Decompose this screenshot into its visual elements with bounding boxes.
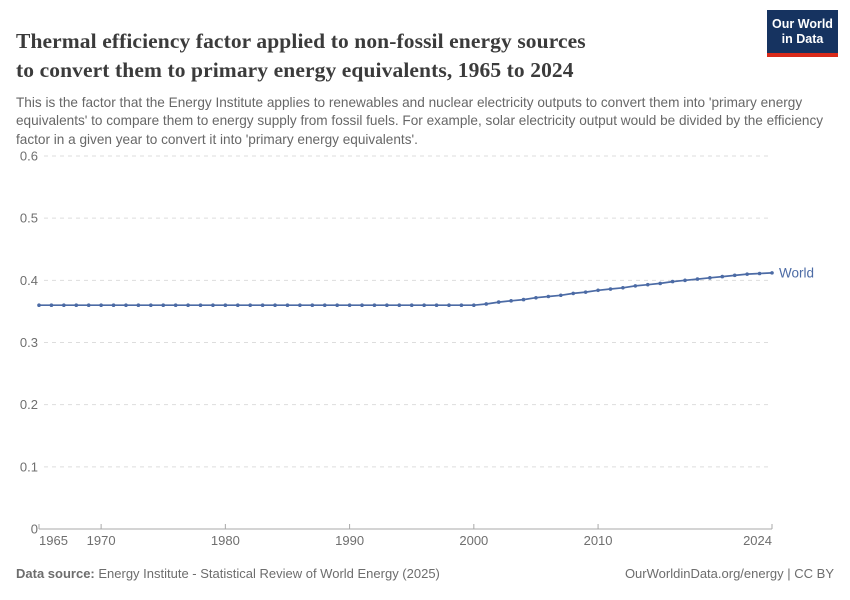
data-point[interactable] — [74, 303, 79, 307]
data-point[interactable] — [521, 297, 526, 302]
y-tick-label: 0.5 — [20, 211, 38, 226]
data-source-label: Data source: — [16, 566, 95, 581]
data-point[interactable] — [186, 303, 190, 307]
data-point[interactable] — [235, 303, 240, 307]
x-tick-label: 2010 — [584, 533, 613, 548]
data-point[interactable] — [645, 282, 650, 287]
data-point[interactable] — [161, 303, 166, 307]
x-tick-label: 2024 — [743, 533, 772, 548]
data-point[interactable] — [62, 303, 66, 307]
y-tick-label: 0.1 — [20, 459, 38, 474]
data-point[interactable] — [534, 295, 538, 300]
x-tick-label: 1990 — [335, 533, 364, 548]
data-point[interactable] — [496, 300, 501, 304]
data-point[interactable] — [596, 288, 600, 293]
data-point[interactable] — [695, 277, 700, 281]
data-point[interactable] — [372, 303, 377, 307]
data-point[interactable] — [670, 279, 675, 284]
data-point[interactable] — [571, 291, 576, 296]
data-point[interactable] — [459, 303, 464, 307]
owid-logo-line1: Our World — [772, 17, 833, 31]
attribution-link[interactable]: OurWorldinData.org/energy | CC BY — [624, 566, 834, 581]
data-point[interactable] — [136, 303, 141, 307]
data-point[interactable] — [260, 303, 265, 307]
data-source: Data source: Energy Institute - Statisti… — [16, 566, 440, 581]
y-tick-label: 0.3 — [20, 335, 38, 350]
data-point[interactable] — [708, 276, 712, 280]
data-point[interactable] — [99, 303, 103, 307]
y-tick-label: 0.4 — [20, 273, 38, 288]
data-point[interactable] — [285, 303, 290, 307]
x-tick-label: 2000 — [459, 533, 488, 548]
data-point[interactable] — [621, 285, 625, 290]
data-point[interactable] — [484, 302, 489, 306]
data-point[interactable] — [558, 293, 563, 298]
x-axis-labels: 1965 1970 1980 1990 2000 2010 2024 — [39, 533, 772, 548]
data-point[interactable] — [248, 303, 253, 307]
y-axis-labels: 0 0.1 0.2 0.3 0.4 0.5 0.6 — [20, 149, 38, 537]
data-point[interactable] — [124, 303, 128, 307]
chart-area: 0 0.1 0.2 0.3 0.4 0.5 0.6 1965 1970 1980 1990 2000 2… — [0, 145, 850, 560]
y-tick-label: 0.6 — [20, 149, 38, 164]
data-point[interactable] — [173, 303, 178, 307]
data-point[interactable] — [149, 303, 153, 307]
chart-subtitle: This is the factor that the Energy Insti… — [16, 94, 824, 147]
data-point[interactable] — [658, 281, 662, 286]
data-point[interactable] — [757, 271, 762, 276]
x-tick-label: 1980 — [211, 533, 240, 548]
data-point[interactable] — [509, 299, 513, 303]
data-point[interactable] — [211, 303, 215, 307]
data-point[interactable] — [111, 303, 116, 307]
data-point[interactable] — [770, 271, 774, 275]
data-point[interactable] — [546, 294, 551, 299]
chart-footer: Data source: Energy Institute - Statisti… — [16, 566, 834, 581]
page-title: Thermal efficiency factor applied to non… — [16, 27, 756, 85]
data-point[interactable] — [472, 303, 476, 307]
data-point[interactable] — [732, 273, 737, 278]
data-point[interactable] — [298, 303, 302, 307]
series-end-label[interactable]: World — [779, 265, 814, 280]
data-point[interactable] — [583, 290, 588, 294]
owid-logo[interactable]: Our World in Data — [767, 10, 838, 57]
data-point[interactable] — [608, 287, 613, 291]
data-point[interactable] — [347, 303, 352, 307]
line-chart[interactable]: 0 0.1 0.2 0.3 0.4 0.5 0.6 1965 1970 1980 1990 2000 2… — [0, 145, 850, 560]
data-point[interactable] — [37, 303, 41, 307]
data-point[interactable] — [683, 278, 687, 283]
data-point[interactable] — [720, 274, 725, 279]
y-tick-label: 0 — [31, 522, 38, 537]
data-point[interactable] — [273, 303, 277, 307]
data-point[interactable] — [310, 303, 315, 307]
data-point[interactable] — [385, 303, 389, 307]
y-tick-label: 0.2 — [20, 397, 38, 412]
page-title-line2: to convert them to primary energy equiva… — [16, 58, 574, 83]
x-tick-label: 1970 — [87, 533, 116, 548]
data-point[interactable] — [422, 303, 426, 307]
series-points — [37, 271, 774, 307]
data-point[interactable] — [633, 284, 638, 288]
data-point[interactable] — [360, 303, 364, 307]
y-gridlines — [44, 155, 772, 468]
data-point[interactable] — [434, 303, 439, 307]
series-line-world[interactable] — [38, 272, 773, 307]
data-point[interactable] — [745, 272, 749, 276]
data-point[interactable] — [447, 303, 451, 307]
x-tick-label: 1965 — [39, 533, 68, 548]
x-axis — [38, 524, 773, 530]
data-point[interactable] — [397, 303, 402, 307]
owid-logo-line2: in Data — [781, 32, 824, 46]
data-point[interactable] — [86, 303, 91, 307]
data-source-text: Energy Institute - Statistical Review of… — [94, 566, 440, 581]
data-point[interactable] — [223, 303, 228, 307]
data-point[interactable] — [49, 303, 54, 307]
data-point[interactable] — [198, 303, 203, 307]
data-point[interactable] — [409, 303, 414, 307]
page-title-line1: Thermal efficiency factor applied to non… — [16, 29, 586, 54]
data-point[interactable] — [322, 303, 327, 307]
data-point[interactable] — [335, 303, 339, 307]
